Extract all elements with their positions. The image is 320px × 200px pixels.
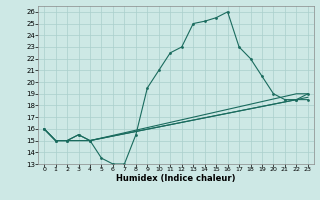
X-axis label: Humidex (Indice chaleur): Humidex (Indice chaleur) bbox=[116, 174, 236, 183]
